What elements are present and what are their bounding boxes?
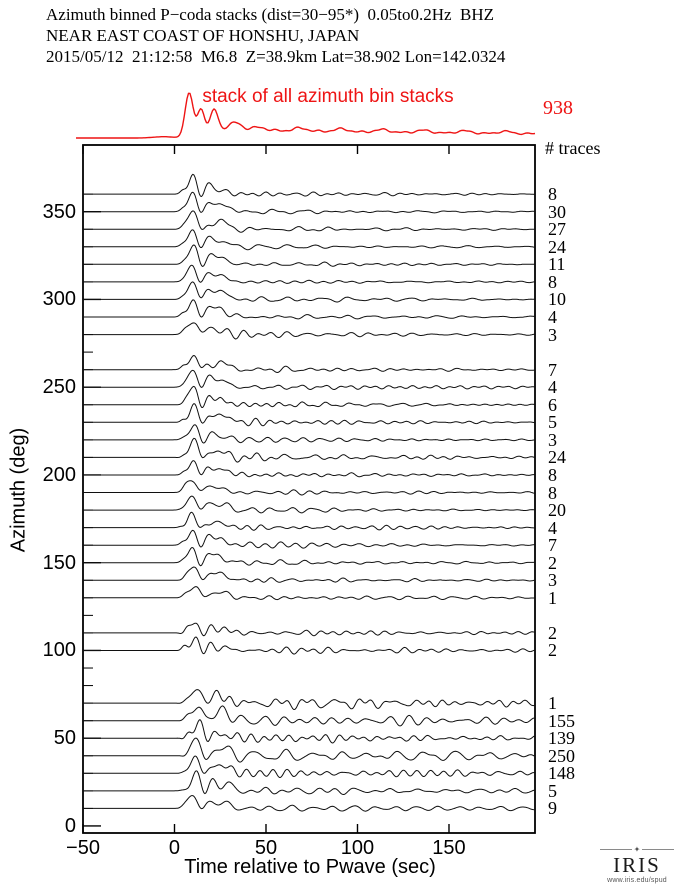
trace-count: 27 [548, 219, 566, 240]
x-tick-label: 150 [432, 837, 466, 859]
x-tick-label: 100 [340, 837, 375, 859]
trace-az-210 [83, 437, 535, 463]
trace-count: 8 [548, 271, 557, 292]
trace-count: 8 [548, 184, 557, 205]
trace-az-190 [83, 480, 535, 496]
trace-count: 2 [548, 552, 557, 573]
y-axis-label: Azimuth (deg) [7, 427, 30, 553]
logo-url: www.iris.edu/spud [607, 877, 667, 885]
trace-az-50 [83, 719, 535, 744]
trace-count: 4 [548, 377, 557, 398]
trace-az-310 [83, 264, 535, 284]
trace-count: 2 [548, 622, 557, 643]
y-tick-label: 300 [42, 288, 76, 311]
trace-az-140 [83, 566, 535, 583]
trace-az-130 [83, 586, 535, 601]
title-line-3: 2015/05/12 21:12:58 M6.8 Z=38.9km Lat=38… [46, 47, 506, 66]
trace-count: 5 [548, 412, 557, 433]
trace-count: 4 [548, 517, 557, 538]
trace-az-170 [83, 511, 535, 531]
x-tick-label: −50 [66, 837, 100, 859]
trace-az-360 [83, 173, 535, 197]
trace-az-180 [83, 495, 535, 514]
trace-az-230 [83, 403, 535, 427]
y-tick-label: 50 [53, 727, 76, 750]
x-axis-label: Time relative to Pwave (sec) [184, 856, 436, 878]
y-tick-label: 100 [42, 639, 76, 662]
trace-count: 24 [548, 236, 566, 257]
y-tick-label: 350 [42, 200, 76, 223]
traces-column-header: # traces [545, 138, 601, 158]
title-line-1: Azimuth binned P−coda stacks (dist=30−95… [46, 5, 495, 24]
trace-count: 2 [548, 640, 557, 661]
trace-count: 4 [548, 307, 557, 327]
trace-az-70 [83, 689, 535, 710]
trace-count: 3 [548, 570, 557, 591]
trace-az-160 [83, 529, 535, 549]
trace-az-100 [83, 636, 535, 655]
y-tick-label: 200 [42, 463, 76, 486]
trace-count: 7 [548, 535, 557, 556]
trace-az-320 [83, 244, 535, 267]
figure-title: Azimuth binned P−coda stacks (dist=30−95… [46, 4, 505, 67]
title-line-2: NEAR EAST COAST OF HONSHU, JAPAN [46, 26, 360, 45]
y-tick-label: 0 [64, 814, 76, 837]
trace-az-240 [83, 385, 535, 408]
stack-total-count: 938 [543, 97, 573, 119]
trace-az-280 [83, 322, 535, 340]
trace-az-10 [83, 795, 535, 812]
trace-az-300 [83, 281, 535, 303]
trace-az-330 [83, 229, 535, 251]
trace-count: 139 [548, 728, 575, 749]
trace-az-200 [83, 460, 535, 478]
trace-count: 3 [548, 324, 557, 345]
trace-az-250 [83, 369, 535, 390]
trace-az-110 [83, 622, 535, 637]
trace-count: 10 [548, 289, 566, 310]
trace-count: 11 [548, 254, 566, 275]
stack-trace [76, 92, 536, 139]
trace-count: 5 [548, 780, 557, 801]
trace-az-150 [83, 547, 535, 567]
trace-count: 9 [548, 798, 557, 819]
x-tick-label: 50 [254, 837, 278, 859]
trace-az-340 [83, 210, 535, 233]
trace-az-40 [83, 737, 535, 763]
trace-az-20 [83, 770, 535, 795]
trace-az-60 [83, 705, 535, 727]
logo-ornament-line [642, 849, 675, 850]
logo-ornament: ✦ [592, 845, 682, 854]
trace-count: 30 [548, 201, 566, 222]
y-tick-label: 150 [42, 551, 76, 574]
trace-count: 7 [548, 359, 557, 380]
trace-count: 1 [548, 587, 557, 608]
trace-count: 3 [548, 429, 557, 450]
trace-count: 148 [548, 763, 575, 784]
logo-text: IRIS [613, 853, 661, 877]
plot-border [82, 144, 536, 834]
trace-count: 8 [548, 464, 557, 485]
trace-az-350 [83, 191, 535, 215]
logo-star-icon: ✦ [633, 844, 641, 854]
x-tick-label: 0 [168, 837, 181, 859]
logo-ornament-line [600, 849, 632, 850]
trace-count: 1 [548, 693, 557, 714]
trace-count: 20 [548, 500, 566, 521]
trace-count: 250 [548, 745, 575, 766]
trace-count: 24 [548, 447, 566, 468]
stack-annotation: stack of all azimuth bin stacks [202, 86, 454, 107]
trace-az-260 [83, 355, 535, 373]
y-tick-label: 250 [42, 376, 76, 399]
trace-az-30 [83, 755, 535, 778]
trace-count: 8 [548, 482, 557, 503]
trace-az-290 [83, 299, 535, 320]
trace-count: 155 [548, 710, 575, 731]
iris-logo: ✦ IRIS www.iris.edu/spud [592, 845, 682, 884]
trace-az-220 [83, 424, 535, 444]
trace-count: 6 [548, 394, 557, 415]
